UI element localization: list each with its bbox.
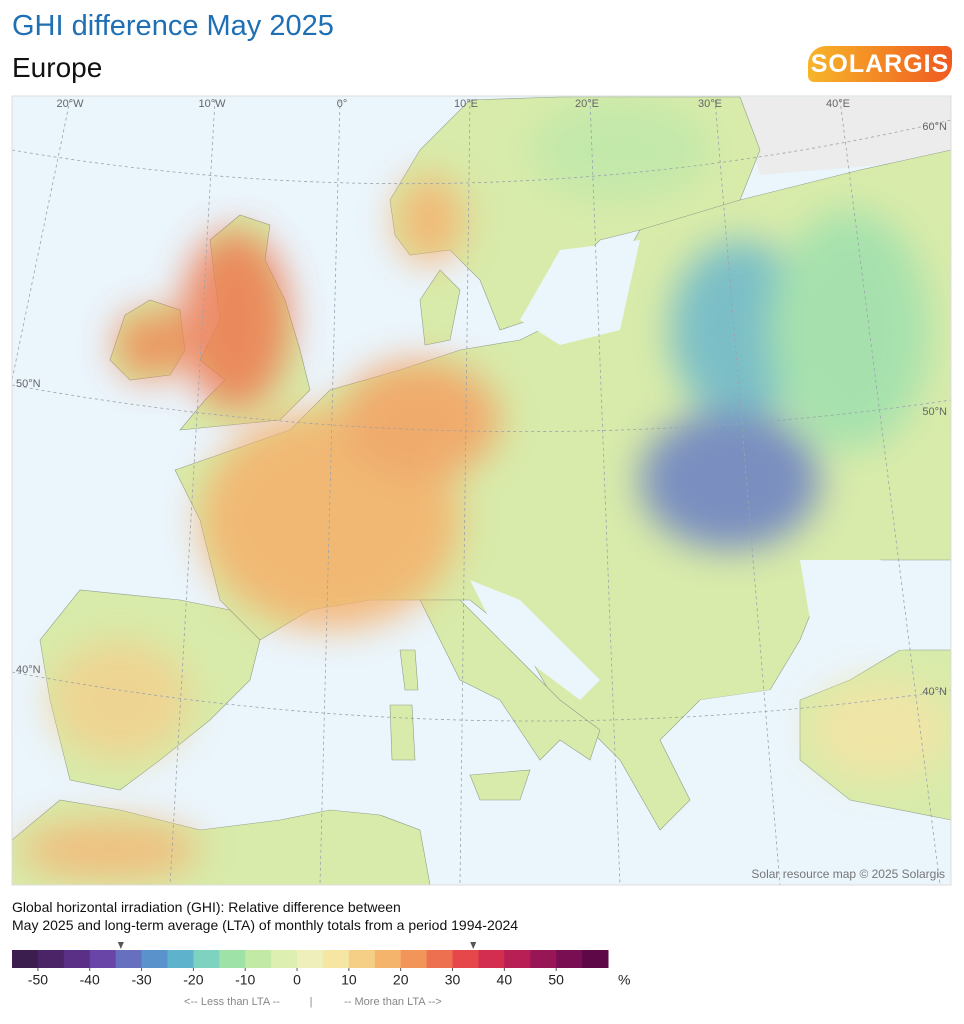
credit: Solar resource map © 2025 Solargis [751,867,945,881]
legend-swatch [271,950,298,968]
map: 20°W 10°W 0° 10°E 20°E 30°E 40°E 60°N 50°N 50°N 40… [11,95,952,886]
legend-swatch [141,950,168,968]
legend-swatch [530,950,557,968]
graticule-label: 0° [337,98,348,110]
legend-tick-label: 0 [293,972,301,988]
legend-swatch [400,950,428,968]
legend-swatch [89,950,117,968]
legend-swatch [167,950,194,968]
legend-swatch [12,950,39,968]
legend-swatch [504,950,531,968]
legend: -50 -40 -30 -20 -10 0 10 20 30 40 50 % <-- Less than… [12,942,630,1008]
legend-marker [117,942,124,949]
legend-swatch [556,950,583,968]
legend-swatch [245,950,272,968]
legend-swatch [322,950,350,968]
graticule-label: 30°E [698,98,722,110]
map-body [12,96,951,885]
legend-swatch [193,950,220,968]
legend-tick-label: 40 [497,972,513,988]
legend-swatch [348,950,376,968]
graticule-label: 50°N [16,378,41,390]
legend-marker [470,942,477,949]
graticule-label: 10°W [198,98,226,110]
legend-swatch [426,950,454,968]
logo: SOLARGIS [808,46,952,82]
legend-swatch [219,950,246,968]
legend-tick-label: 30 [445,972,461,988]
legend-description: Global horizontal irradiation (GHI): Rel… [12,898,518,934]
legend-note: | [310,996,313,1008]
legend-tick-label: 10 [341,972,357,988]
anomaly-field [20,100,950,880]
legend-swatch [478,950,505,968]
title: GHI difference May 2025 [12,10,334,42]
legend-unit: % [618,972,630,988]
graticule-label: 20°W [56,98,84,110]
legend-tick-label: -40 [80,972,100,988]
description-line: May 2025 and long-term average (LTA) of … [12,917,519,933]
graticule [12,99,951,885]
subtitle: Europe [12,52,103,83]
map-frame [11,95,952,886]
legend-tick-label: 50 [548,972,564,988]
legend-swatch [115,950,143,968]
legend-tick-label: -30 [131,972,151,988]
graticule-label: 50°N [922,406,947,418]
legend-swatch [452,950,479,968]
graticule-label: 40°E [826,98,850,110]
graticule-label: 10°E [454,98,478,110]
no-data [740,97,951,175]
legend-tick-label: -50 [28,972,48,988]
legend-swatch [297,950,324,968]
legend-tick-label: -20 [183,972,203,988]
legend-swatch [582,950,609,968]
legend-swatch [374,950,402,968]
graticule-label: 40°N [16,664,41,676]
legend-note: -- More than LTA --> [344,996,442,1008]
inland-seas [470,240,951,800]
graticule-label: 20°E [575,98,599,110]
legend-tick-label: 20 [393,972,409,988]
legend-tick-label: -10 [235,972,255,988]
legend-note: <-- Less than LTA -- [184,996,280,1008]
legend-swatch [37,950,65,968]
graticule-label: 60°N [922,121,947,133]
legend-swatch [63,950,91,968]
description-line: Global horizontal irradiation (GHI): Rel… [12,899,401,915]
graticule-label: 40°N [922,686,947,698]
